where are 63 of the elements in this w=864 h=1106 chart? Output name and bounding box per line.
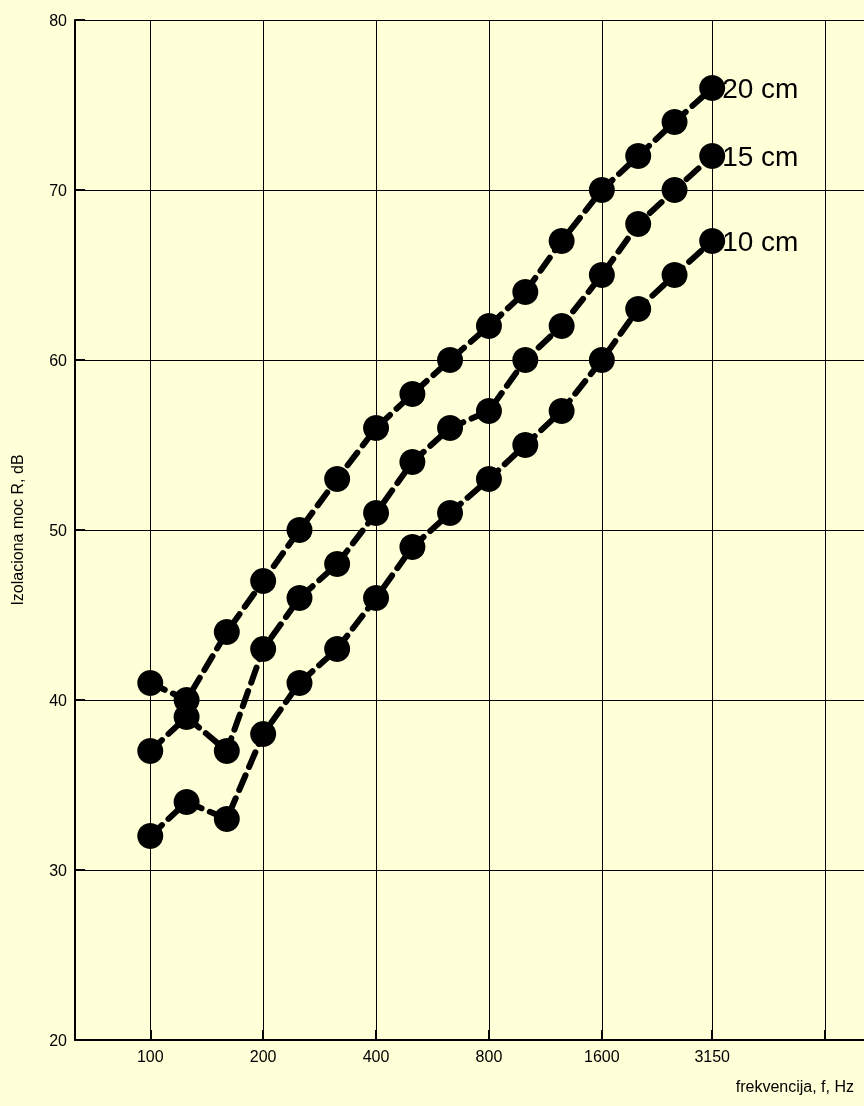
y-tick-label: 50 [49,521,68,539]
point [250,636,277,662]
point [475,466,502,492]
series-label: 10 cm [722,225,799,257]
point [512,432,539,458]
point [286,585,313,611]
x-axis-title: frekvencija, f, Hz [735,1077,854,1095]
point [324,636,351,662]
point [625,296,652,322]
point [588,347,615,373]
point [625,143,652,169]
point [137,823,164,849]
point [548,398,575,424]
point [363,585,390,611]
x-tick-label: 3150 [694,1047,731,1065]
point [363,415,390,441]
point [399,534,426,560]
point [213,738,240,764]
point [286,517,313,543]
point [324,466,351,492]
point [588,177,615,203]
x-tick-label: 800 [475,1047,503,1065]
point [137,670,164,696]
point [286,670,313,696]
y-axis-title: Izolaciona moc R, dB [8,454,26,606]
point [399,449,426,475]
x-tick-label: 400 [362,1047,390,1065]
x-tick-label: 200 [249,1047,277,1065]
x-tick-label: 100 [136,1047,164,1065]
point [437,347,464,373]
point [699,143,726,169]
point [250,721,277,747]
series-label: 20 cm [722,72,799,104]
point [363,500,390,526]
y-tick-label: 70 [49,181,68,199]
point [437,500,464,526]
point [437,415,464,441]
y-tick-label: 30 [49,861,68,879]
point [173,789,200,815]
x-tick-label: 1600 [584,1047,620,1065]
point [324,551,351,577]
point [625,211,652,237]
y-tick-label: 40 [49,691,68,709]
series-label: 15 cm [722,140,799,172]
point [399,381,426,407]
point [548,228,575,254]
point [512,347,539,373]
point [213,619,240,645]
point [661,109,688,135]
point [250,568,277,594]
point [137,738,164,764]
point [588,262,615,288]
point [475,398,502,424]
point [475,313,502,339]
y-tick-label: 80 [49,11,68,29]
y-tick-label: 60 [49,351,68,369]
point [512,279,539,305]
point [548,313,575,339]
y-tick-label: 20 [49,1031,68,1049]
point [213,806,240,832]
point [661,177,688,203]
point [661,262,688,288]
point [699,228,726,254]
